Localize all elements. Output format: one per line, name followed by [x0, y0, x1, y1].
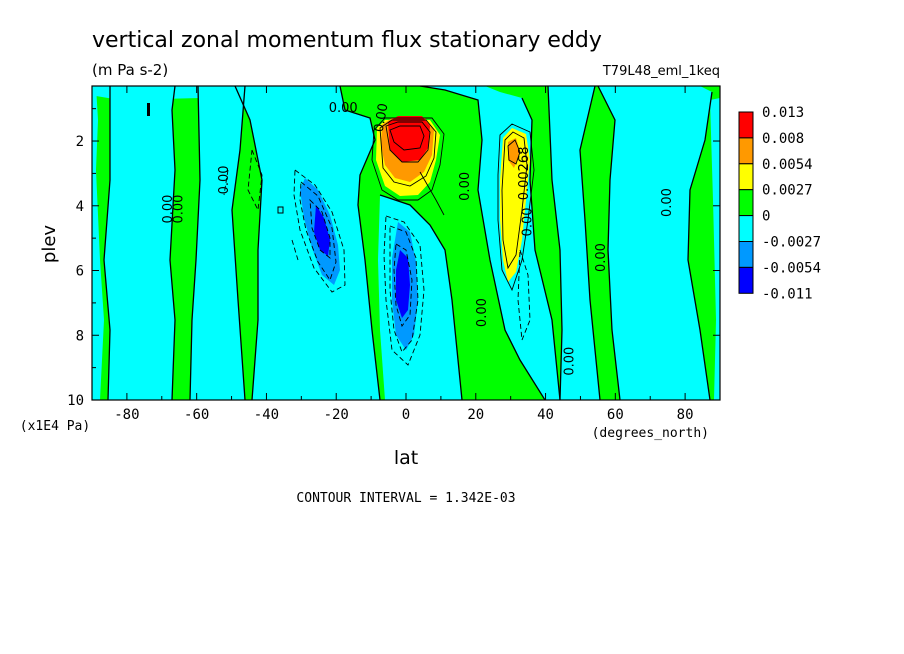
- y-axis-label: plev: [39, 225, 60, 264]
- colorbar-label: -0.011: [762, 286, 813, 302]
- colorbar-swatch: [738, 163, 754, 191]
- contour-labels: 0.000.000.000.00 0.000.00 0.002680.000.000…: [161, 101, 675, 376]
- chart-units: (m Pa s-2): [92, 61, 168, 79]
- negative-contour-lines: [223, 149, 531, 366]
- x-tick-label: 60: [607, 407, 624, 423]
- y-axis-units: (x1E4 Pa): [20, 419, 90, 434]
- contour-field: 0.000.000.000.00 0.000.00 0.002680.000.000…: [92, 86, 720, 400]
- colorbar-label: -0.0054: [762, 260, 821, 276]
- x-tick-label: 20: [467, 407, 484, 423]
- colorbar-swatch: [738, 266, 754, 294]
- contour-value-label: 0.00: [562, 347, 577, 376]
- region-neg-south-mid: [190, 86, 245, 400]
- contour-value-label: 0.00: [458, 172, 473, 201]
- x-axis-label: lat: [394, 447, 418, 469]
- colorbar-label: -0.0027: [762, 235, 821, 251]
- region-neg-southwest: [92, 86, 104, 400]
- x-tick-label: 0: [402, 407, 410, 423]
- region-pos-max: [388, 116, 430, 162]
- colorbar-swatch: [738, 215, 754, 243]
- colorbar-swatch: [738, 241, 754, 268]
- region-neg-northwest-corner: [92, 86, 210, 100]
- x-tick-label: -80: [114, 407, 139, 423]
- contour-value-label: 0.00: [172, 195, 187, 224]
- x-axis: -80 -60 -40 -20 0 20 40 60 80: [114, 86, 694, 423]
- contour-value-label: 0.00: [161, 195, 176, 224]
- contour-value-label: 0.00: [217, 165, 232, 194]
- x-tick-label: 80: [677, 407, 694, 423]
- contour-value-label: 0.00: [329, 101, 358, 116]
- contour-island-upper: [147, 103, 150, 116]
- colorbar-label: 0.008: [762, 131, 804, 147]
- y-tick-label: 2: [76, 134, 84, 150]
- colorbar-swatch: [738, 111, 754, 139]
- region-neg-east-strip: [710, 98, 720, 400]
- y-tick-label: 6: [76, 264, 84, 280]
- region-neg-north-band: [548, 86, 600, 400]
- contour-value-label: 0.00: [475, 298, 490, 327]
- contour-value-label: 0.00: [660, 188, 675, 217]
- colorbar: 0.013 0.008 0.0054 0.0027 0 -0.0027 -0.0054 -0.…: [738, 105, 821, 302]
- zero-contour-lines: [103, 86, 713, 400]
- colorbar-label: 0.0054: [762, 157, 813, 173]
- colorbar-label: 0.0027: [762, 183, 813, 199]
- contour-island: [277, 206, 284, 214]
- x-tick-label: -40: [254, 407, 279, 423]
- contour-interval: CONTOUR INTERVAL = 1.342E-03: [296, 491, 515, 506]
- contour-value-label: 0.00268: [517, 147, 532, 201]
- region-neg-south: [104, 86, 175, 400]
- region-neg-northeast: [598, 86, 712, 400]
- dataset-label: T79L48_eml_1keq: [602, 64, 720, 79]
- contour-value-label: 0.00: [594, 243, 609, 272]
- positive-contour-lines: [371, 117, 535, 292]
- region-neg-max-equator: [396, 250, 410, 318]
- x-axis-units: (degrees_north): [592, 426, 709, 441]
- x-tick-label: -20: [324, 407, 349, 423]
- contour-value-label: 0.00: [372, 102, 392, 133]
- colorbar-swatch: [738, 137, 754, 165]
- colorbar-swatch: [738, 189, 754, 217]
- x-tick-label: 40: [537, 407, 554, 423]
- contour-value-label: 0.00: [521, 207, 536, 236]
- x-tick-label: -60: [184, 407, 209, 423]
- region-pos-north-jet: [500, 128, 530, 282]
- chart-title: vertical zonal momentum flux stationary …: [92, 28, 602, 53]
- y-axis: 2 4 6 8 10: [67, 108, 720, 409]
- y-tick-label: 10: [67, 393, 84, 409]
- colorbar-label: 0: [762, 209, 770, 225]
- y-tick-label: 4: [76, 199, 84, 215]
- colorbar-label: 0.013: [762, 105, 804, 121]
- y-tick-label: 8: [76, 328, 84, 344]
- region-neg-central: [235, 86, 380, 400]
